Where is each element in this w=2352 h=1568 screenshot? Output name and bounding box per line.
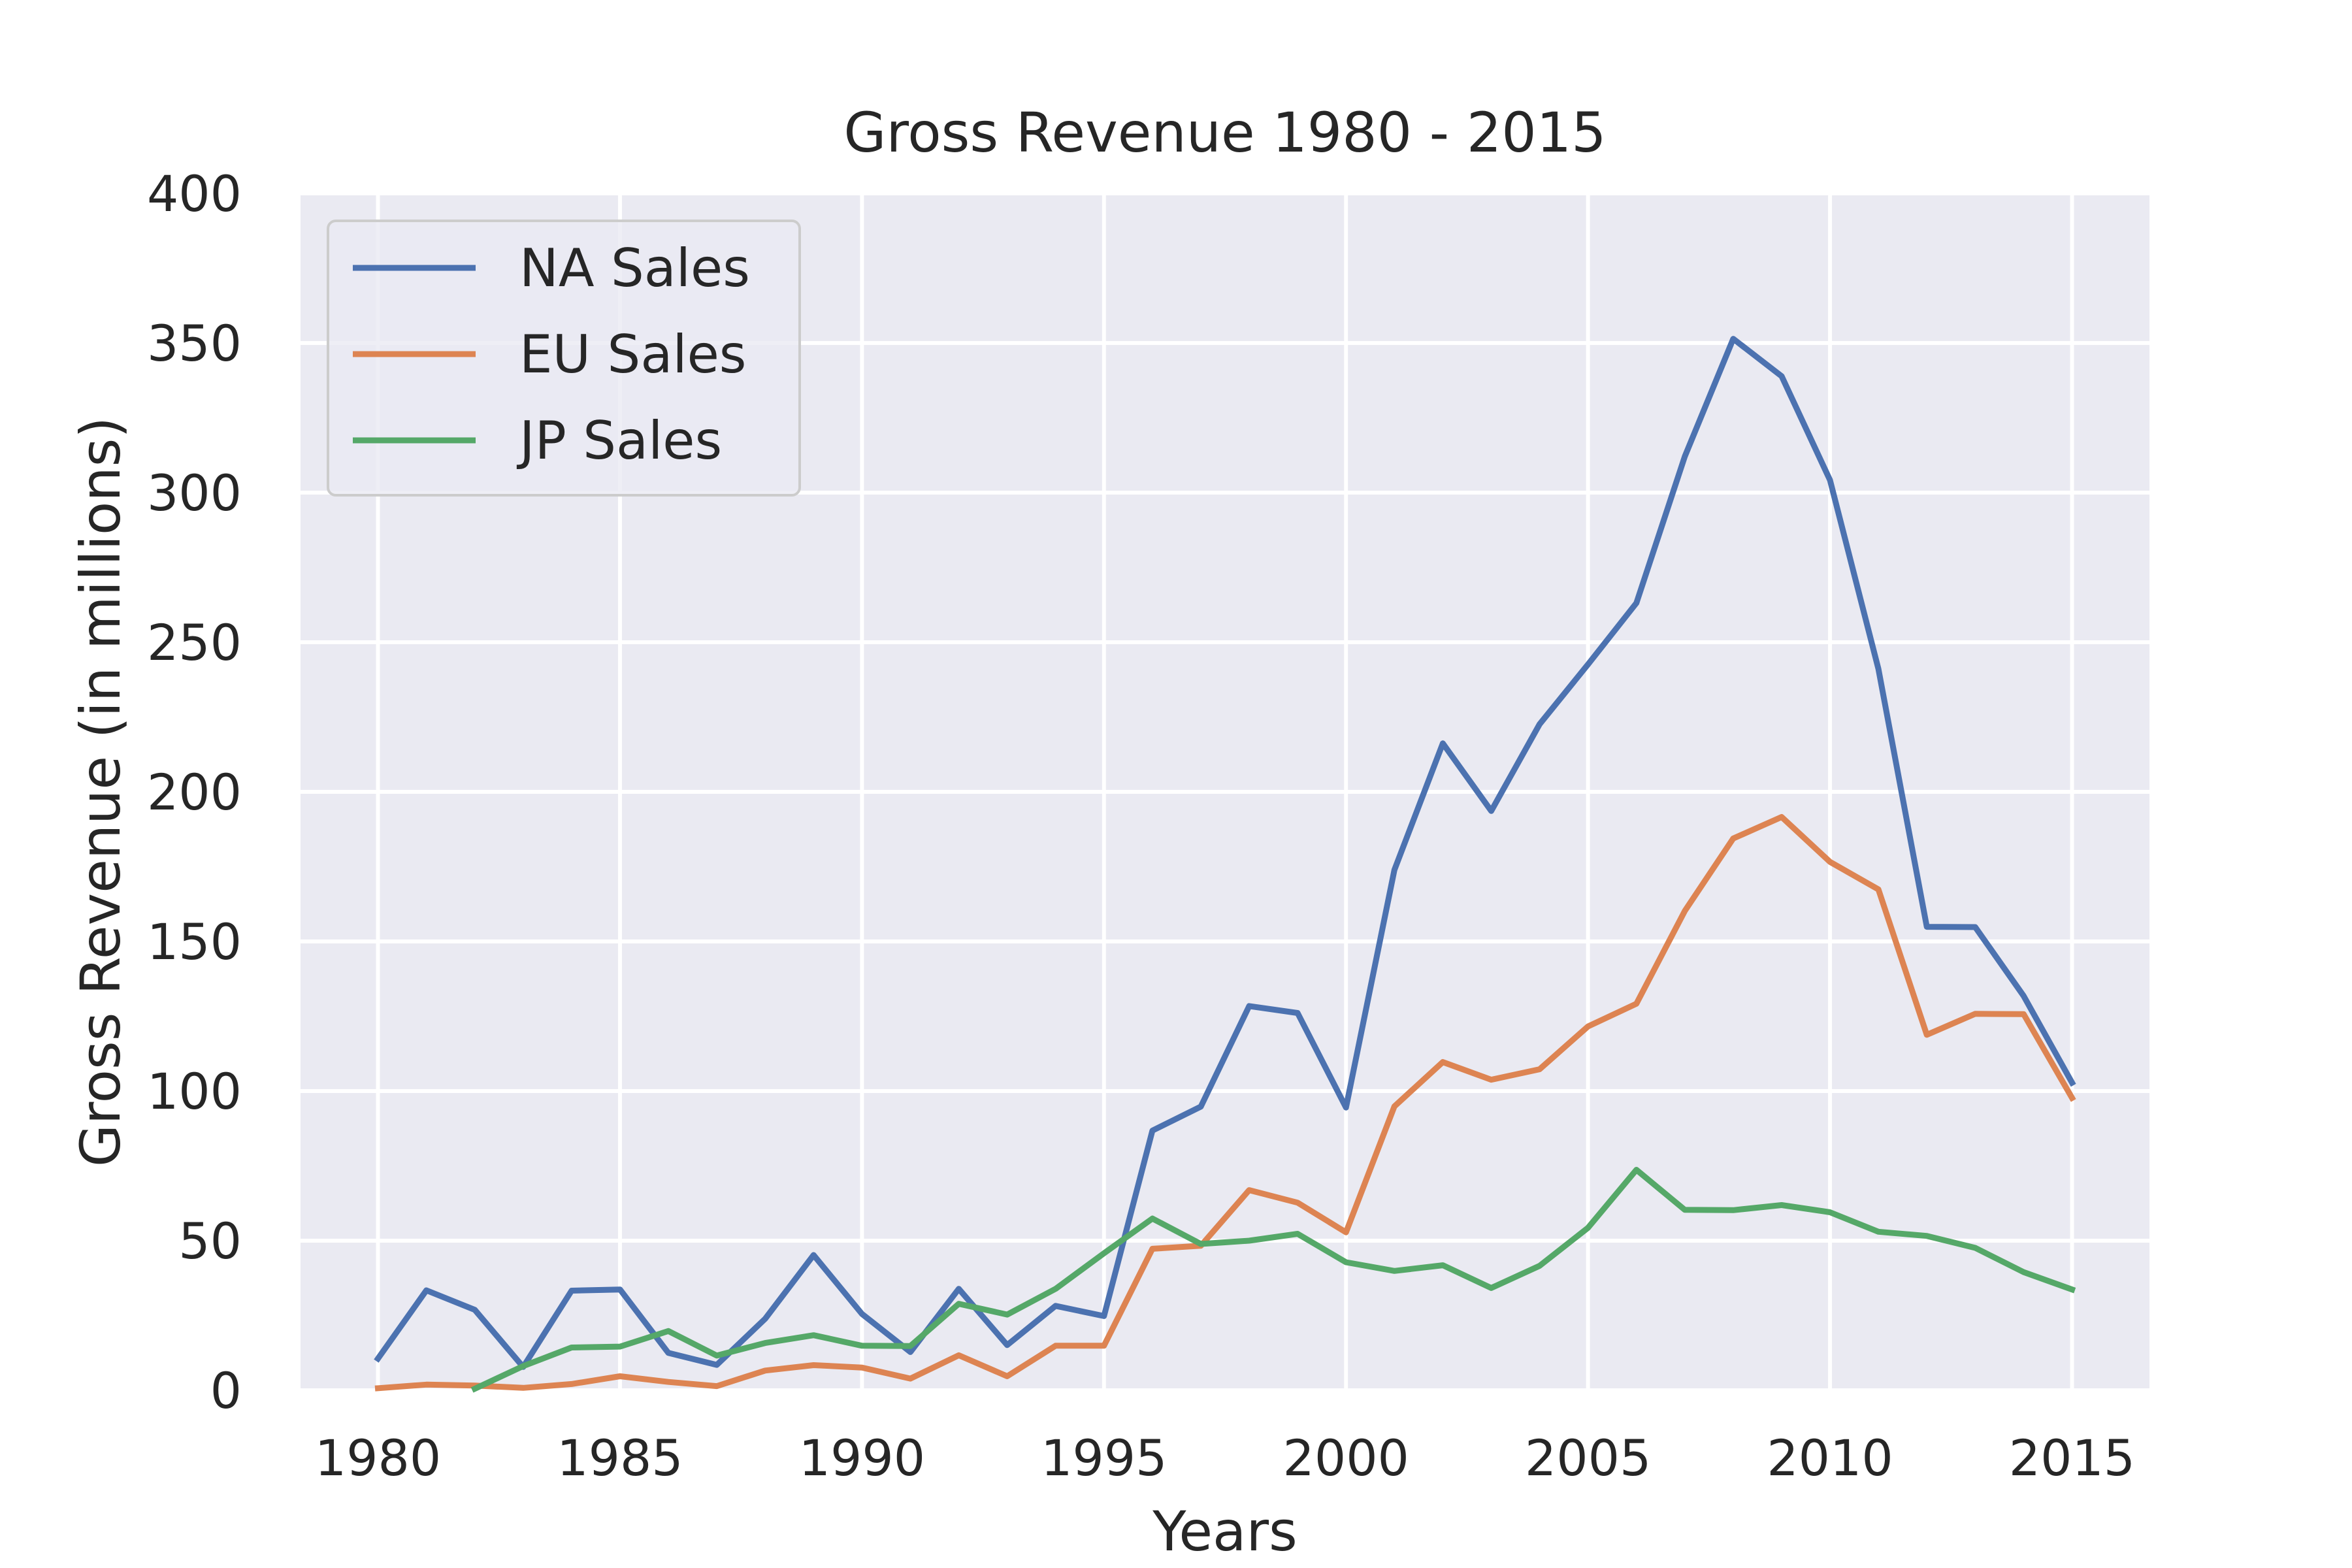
y-tick-label: 0 — [210, 1362, 242, 1420]
legend-label-na-sales: NA Sales — [519, 238, 750, 299]
y-tick-label: 50 — [178, 1212, 242, 1270]
x-tick-label: 2010 — [1767, 1429, 1893, 1487]
series-line-na-sales — [374, 336, 2076, 1370]
y-tick-label: 200 — [147, 763, 242, 821]
x-tick-label: 1985 — [557, 1429, 683, 1487]
y-tick-label: 250 — [147, 613, 242, 672]
y-tick-label: 300 — [147, 464, 242, 522]
y-tick-label: 400 — [147, 165, 242, 223]
series-line-eu-sales — [374, 814, 2076, 1392]
x-tick-label: 1980 — [315, 1429, 441, 1487]
x-tick-label: 1990 — [799, 1429, 925, 1487]
x-tick-label: 2005 — [1525, 1429, 1651, 1487]
x-axis-title: Years — [1152, 1499, 1298, 1563]
y-axis-title: Gross Revenue (in millions) — [69, 417, 133, 1167]
x-tick-labels: 1980 1985 1990 1995 2000 2005 2010 2015 — [315, 1429, 2135, 1487]
legend-label-eu-sales: EU Sales — [519, 324, 746, 385]
chart-title: Gross Revenue 1980 - 2015 — [843, 101, 1606, 165]
legend-box — [327, 220, 801, 497]
x-tick-label: 1995 — [1041, 1429, 1167, 1487]
y-tick-label: 350 — [147, 314, 242, 372]
y-tick-label: 100 — [147, 1062, 242, 1120]
x-tick-label: 2015 — [2009, 1429, 2135, 1487]
series-line-jp-sales — [470, 1167, 2076, 1393]
series-lines — [374, 336, 2076, 1393]
legend-label-jp-sales: JP Sales — [516, 410, 722, 471]
x-tick-label: 2000 — [1282, 1429, 1409, 1487]
y-tick-label: 150 — [147, 913, 242, 971]
y-tick-labels: 0 50 100 150 200 250 300 350 400 — [147, 165, 242, 1420]
legend: NA Sales EU Sales JP Sales — [327, 220, 801, 497]
